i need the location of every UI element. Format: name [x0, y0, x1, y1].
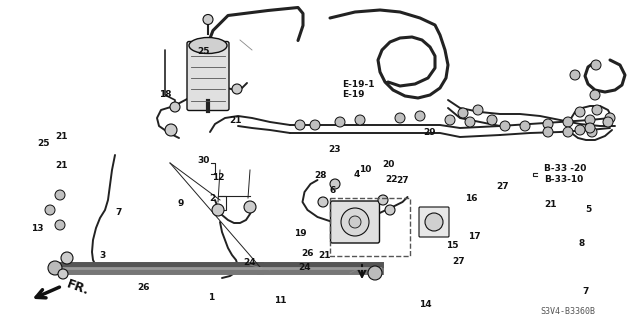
Text: 27: 27 [452, 257, 465, 266]
Circle shape [378, 195, 388, 205]
Circle shape [395, 113, 405, 123]
Text: 7: 7 [115, 208, 121, 217]
Circle shape [520, 121, 530, 131]
Text: E-19-1: E-19-1 [343, 80, 375, 89]
Text: B-33-10: B-33-10 [544, 175, 583, 184]
Text: E-19: E-19 [343, 90, 365, 99]
Circle shape [244, 201, 256, 213]
Circle shape [203, 14, 213, 25]
Text: 11: 11 [273, 296, 286, 305]
Circle shape [295, 120, 305, 130]
Text: 13: 13 [31, 224, 43, 233]
Text: 21: 21 [544, 200, 557, 209]
Text: 6: 6 [329, 186, 335, 195]
Text: B-33 -20: B-33 -20 [544, 164, 587, 173]
Text: 15: 15 [446, 241, 459, 250]
Circle shape [591, 60, 601, 70]
Circle shape [543, 119, 553, 129]
Text: 9: 9 [177, 199, 183, 208]
Circle shape [585, 115, 595, 125]
Circle shape [587, 127, 597, 137]
Circle shape [385, 205, 395, 215]
Circle shape [473, 105, 483, 115]
Circle shape [425, 213, 443, 231]
Circle shape [458, 108, 468, 118]
Circle shape [590, 90, 600, 100]
Circle shape [415, 111, 425, 121]
Text: 29: 29 [423, 128, 436, 137]
Circle shape [500, 121, 510, 131]
Circle shape [349, 216, 361, 228]
Circle shape [563, 127, 573, 137]
Text: 24: 24 [298, 263, 311, 272]
Text: 20: 20 [382, 160, 395, 169]
Circle shape [165, 124, 177, 136]
Text: 24: 24 [243, 258, 256, 267]
Text: 19: 19 [294, 229, 307, 238]
Circle shape [55, 190, 65, 200]
Circle shape [603, 117, 613, 127]
Text: 21: 21 [55, 161, 68, 170]
Circle shape [58, 269, 68, 279]
Text: 21: 21 [55, 132, 68, 141]
Text: 8: 8 [578, 239, 585, 248]
Circle shape [318, 197, 328, 207]
Text: 25: 25 [37, 139, 50, 148]
Circle shape [330, 179, 340, 189]
Text: 21: 21 [318, 252, 331, 260]
Text: 16: 16 [465, 194, 478, 203]
Text: 2: 2 [209, 194, 215, 203]
Text: FR.: FR. [65, 278, 91, 298]
Text: 27: 27 [396, 176, 409, 185]
Circle shape [543, 127, 553, 137]
Text: 26: 26 [302, 249, 314, 258]
Text: 22: 22 [385, 175, 397, 184]
Circle shape [368, 266, 382, 280]
Text: 28: 28 [314, 171, 327, 180]
Text: 10: 10 [359, 165, 372, 174]
Circle shape [48, 261, 62, 275]
Circle shape [465, 117, 475, 127]
Circle shape [575, 107, 585, 117]
Ellipse shape [189, 37, 227, 53]
Text: 14: 14 [419, 300, 431, 309]
Circle shape [55, 220, 65, 230]
Circle shape [575, 125, 585, 135]
Circle shape [45, 205, 55, 215]
Text: 27: 27 [496, 182, 509, 191]
FancyBboxPatch shape [330, 201, 380, 243]
Text: 26: 26 [137, 283, 150, 292]
Text: 17: 17 [468, 232, 481, 241]
Circle shape [61, 252, 73, 264]
Text: 4: 4 [353, 170, 360, 179]
Text: 30: 30 [197, 156, 210, 165]
Circle shape [170, 102, 180, 112]
Circle shape [445, 115, 455, 125]
Text: 7: 7 [582, 287, 589, 296]
Text: 1: 1 [208, 293, 214, 302]
Circle shape [355, 115, 365, 125]
Circle shape [605, 113, 615, 123]
Circle shape [585, 123, 595, 133]
Circle shape [310, 120, 320, 130]
FancyBboxPatch shape [419, 207, 449, 237]
Text: S3V4-B3360B: S3V4-B3360B [540, 308, 595, 316]
Circle shape [570, 70, 580, 80]
Circle shape [232, 84, 242, 94]
Circle shape [592, 105, 602, 115]
Circle shape [335, 117, 345, 127]
Circle shape [341, 208, 369, 236]
Text: 5: 5 [585, 205, 591, 214]
Circle shape [487, 115, 497, 125]
FancyBboxPatch shape [187, 42, 229, 110]
Text: 23: 23 [328, 145, 341, 154]
Text: 3: 3 [99, 252, 105, 260]
Circle shape [212, 204, 224, 216]
Text: 25: 25 [197, 47, 210, 56]
Text: 12: 12 [212, 173, 225, 182]
Text: 18: 18 [158, 90, 171, 99]
Circle shape [563, 117, 573, 127]
Text: 21: 21 [229, 116, 242, 125]
